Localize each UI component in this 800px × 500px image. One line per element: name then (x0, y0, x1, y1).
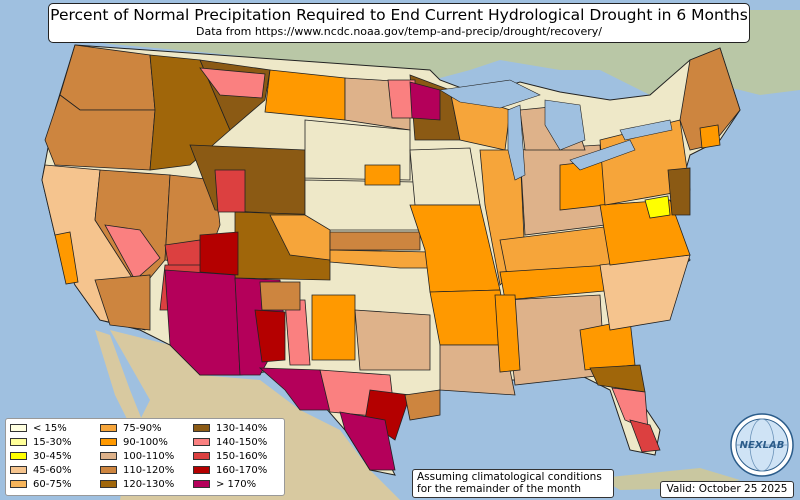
region-tx-panhandle (311, 294, 356, 361)
region-nj-brown (667, 167, 691, 216)
logo-text: NEXLAB (740, 440, 785, 451)
region-wa (59, 44, 156, 111)
legend-item: 100-110% (100, 450, 174, 463)
legend-swatch (10, 480, 27, 488)
valid-date: Valid: October 25 2025 (660, 481, 794, 498)
note-line-2: for the remainder of the month (417, 483, 582, 495)
lake-superior (439, 79, 541, 109)
region-mn-magenta (409, 81, 441, 121)
lake-michigan (507, 104, 526, 181)
legend-swatch (10, 452, 27, 460)
assumption-note: Assuming climatological conditions for t… (412, 469, 614, 498)
region-ne-orange (364, 164, 401, 186)
region-ok (329, 249, 431, 269)
region-la (439, 344, 516, 396)
lake-huron (544, 99, 586, 151)
legend-swatch (100, 466, 117, 474)
legend-item: 160-170% (193, 464, 267, 477)
legend-swatch (193, 452, 210, 460)
legend-item: 90-100% (100, 436, 168, 449)
legend: < 15% 15-30% 30-45% 45-60% 60-75% 75-90%… (5, 418, 285, 496)
region-ma-orange (699, 124, 721, 149)
region-nm-dark (254, 309, 286, 363)
region-ks (329, 231, 421, 251)
nexlab-logo-icon: NEXLAB (730, 413, 794, 477)
legend-swatch (193, 466, 210, 474)
region-az-dark (199, 231, 239, 276)
region-tx-coast (404, 389, 441, 421)
legend-swatch (100, 438, 117, 446)
region-fl-red (629, 419, 661, 453)
legend-swatch (193, 424, 210, 432)
legend-item: 140-150% (193, 436, 267, 449)
lake-erie (569, 139, 636, 171)
legend-item: 150-160% (193, 450, 267, 463)
region-tx-s (339, 411, 396, 471)
region-tx-w (258, 367, 331, 411)
region-ne (304, 179, 421, 231)
lake-ontario (619, 119, 673, 141)
legend-swatch (100, 480, 117, 488)
legend-swatch (193, 438, 210, 446)
region-ia (409, 147, 481, 206)
legend-swatch (100, 424, 117, 432)
baja-land (95, 330, 150, 445)
region-md-yellow (644, 195, 671, 219)
region-ca-orange (54, 231, 79, 285)
legend-item: < 15% (10, 422, 67, 435)
legend-swatch (10, 424, 27, 432)
map-subtitle: Data from https://www.ncdc.noaa.gov/temp… (196, 25, 602, 38)
legend-item: 15-30% (10, 436, 72, 449)
map-title: Percent of Normal Precipitation Required… (50, 6, 748, 24)
region-new-england (679, 47, 741, 151)
legend-item: 45-60% (10, 464, 72, 477)
region-mt-pink (199, 67, 266, 99)
legend-swatch (100, 452, 117, 460)
title-box: Percent of Normal Precipitation Required… (48, 3, 750, 43)
legend-item: 110-120% (100, 464, 174, 477)
region-tx-ne (354, 309, 431, 371)
region-ms-orange (494, 294, 521, 373)
region-mt-e (264, 69, 346, 121)
legend-swatch (193, 480, 210, 488)
legend-item: 130-140% (193, 422, 267, 435)
legend-item: 30-45% (10, 450, 72, 463)
region-ca-s (94, 274, 151, 331)
legend-item: > 170% (193, 478, 256, 491)
note-line-1: Assuming climatological conditions (417, 471, 602, 483)
legend-item: 120-130% (100, 478, 174, 491)
legend-swatch (10, 466, 27, 474)
region-nv-pink (104, 224, 161, 281)
legend-swatch (10, 438, 27, 446)
region-wy-red (214, 169, 246, 213)
legend-item: 60-75% (10, 478, 72, 491)
region-nm-brown (259, 281, 301, 311)
legend-item: 75-90% (100, 422, 162, 435)
